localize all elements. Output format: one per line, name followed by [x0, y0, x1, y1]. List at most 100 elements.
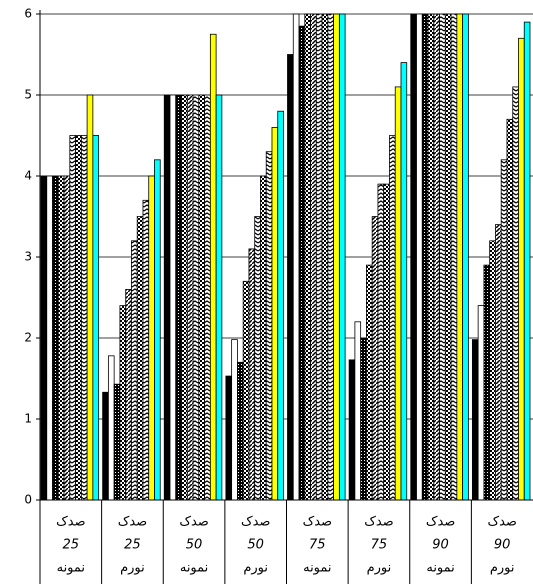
bar [462, 13, 469, 501]
bar [383, 183, 390, 501]
bar [450, 13, 458, 501]
bar [366, 264, 373, 501]
x-tick-label: صدک [303, 515, 333, 530]
bar [198, 94, 205, 501]
bar [215, 94, 223, 501]
bar [495, 224, 502, 501]
bar [254, 216, 261, 501]
x-tick-label: 90 [432, 538, 449, 553]
bar [421, 13, 429, 501]
bar [433, 13, 440, 501]
bar [204, 94, 211, 501]
x-tick-label: صدک [56, 515, 86, 530]
x-tick-label: نورم [490, 561, 515, 576]
x-tick-label: صدک [118, 515, 148, 530]
bar [500, 159, 508, 501]
bar [148, 175, 155, 501]
bar [265, 151, 273, 501]
bar [354, 321, 362, 501]
bar [142, 199, 150, 501]
bar [360, 337, 367, 501]
bar [444, 13, 452, 501]
bar [169, 94, 177, 501]
x-tick-label: نورم [243, 561, 268, 576]
bar [225, 375, 233, 501]
plot: 0 1 2 3 4 5 6 [24, 7, 533, 507]
bar [52, 175, 59, 501]
bar [113, 383, 121, 501]
y-tick-label: 6 [24, 7, 32, 21]
bar [163, 94, 171, 501]
bar [136, 216, 144, 501]
bar [287, 54, 294, 501]
bar [192, 94, 200, 501]
bar [277, 110, 284, 501]
bar [298, 25, 306, 501]
x-tick-label: 75 [309, 538, 326, 553]
bar [236, 361, 244, 501]
bar [57, 175, 65, 501]
bar [46, 175, 53, 501]
bar [107, 355, 115, 501]
x-tick-label: صدک [179, 515, 209, 530]
y-tick-label: 5 [24, 88, 32, 102]
bar [86, 94, 94, 501]
bar [416, 13, 423, 501]
bar [512, 86, 519, 501]
bar [348, 359, 356, 501]
x-tick-label: 50 [186, 538, 203, 553]
bar [75, 135, 82, 501]
bar [69, 135, 76, 501]
bar [471, 339, 479, 501]
bar [131, 240, 138, 501]
y-tick-label: 4 [24, 169, 32, 183]
bar [63, 175, 71, 501]
bar [333, 13, 340, 501]
bar [456, 13, 464, 501]
bar [186, 94, 194, 501]
y-tick-label: 0 [24, 493, 32, 507]
bar [506, 118, 514, 501]
y-tick-label: 2 [24, 331, 32, 345]
bar [304, 13, 311, 501]
x-tick-label: 25 [124, 538, 141, 553]
x-tick-label: 50 [247, 538, 264, 553]
x-tick-label: نمونه [303, 561, 331, 576]
x-tick-label: صدک [487, 515, 517, 530]
bar [321, 13, 329, 501]
bar [119, 305, 127, 501]
bar [410, 13, 417, 501]
x-tick-label: 25 [63, 538, 80, 553]
y-tick-label: 3 [24, 250, 32, 264]
x-tick-label: 75 [371, 538, 388, 553]
category-axis: صدک 25 نمونه صدک 25 نورم صدک 50 نمونه صدک 50 نورم صد… [39, 500, 517, 584]
bar [310, 13, 317, 501]
bar [248, 248, 256, 501]
x-tick-label: نورم [120, 561, 145, 576]
bar [394, 86, 402, 501]
bar [231, 339, 238, 501]
x-tick-label: صدک [241, 515, 271, 530]
x-tick-label: نورم [367, 561, 392, 576]
bar [40, 175, 48, 501]
bar [242, 280, 250, 501]
bar [400, 62, 408, 501]
x-tick-label: صدک [364, 515, 394, 530]
bar [377, 183, 385, 501]
bar [315, 13, 323, 501]
bar [523, 21, 531, 501]
bar [477, 305, 485, 501]
bar [271, 127, 279, 501]
bar [260, 175, 267, 501]
bar [389, 135, 396, 501]
bar [209, 33, 217, 501]
bar [80, 135, 88, 501]
bar [327, 13, 334, 501]
bar [125, 288, 132, 501]
bar [92, 135, 100, 501]
x-tick-label: نمونه [426, 561, 454, 576]
bar [518, 37, 525, 501]
bar [338, 13, 346, 501]
y-tick-label: 1 [24, 412, 32, 426]
